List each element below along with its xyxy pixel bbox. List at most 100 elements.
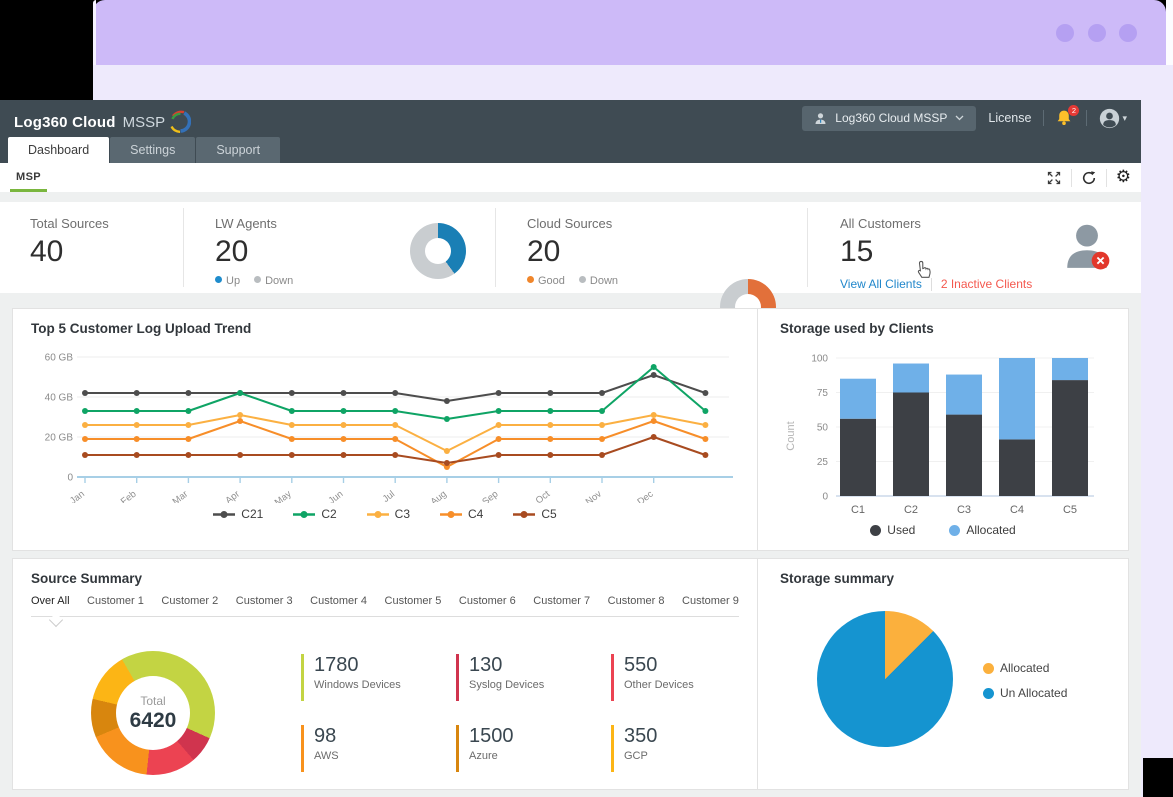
stat-value: 15: [840, 235, 874, 268]
screen-corner: [1143, 758, 1173, 797]
view-all-clients-link[interactable]: View All Clients: [840, 277, 922, 291]
notification-badge: 2: [1068, 105, 1080, 116]
tab-msp[interactable]: MSP: [16, 171, 42, 183]
customer-tab-customer-4[interactable]: Customer 4: [310, 595, 368, 607]
logo-text-bold: Log360 Cloud: [14, 113, 116, 131]
stat-value: 20: [215, 235, 249, 268]
customer-tab-customer-7[interactable]: Customer 7: [533, 595, 591, 607]
customer-tabs: Over All Customer 1 Customer 2 Customer 3 Cu…: [31, 595, 739, 617]
svg-text:Dec: Dec: [635, 489, 655, 503]
legend-used[interactable]: Used: [870, 523, 915, 537]
notifications-button[interactable]: 2: [1056, 105, 1080, 127]
source-stat-syslog-devices: 130 Syslog Devices: [456, 654, 611, 701]
tab-dashboard[interactable]: Dashboard: [8, 137, 110, 163]
header-actions: Log360 Cloud MSSP License 2: [802, 105, 1127, 131]
stat-label: Cloud Sources: [527, 216, 613, 231]
main-tabs: Dashboard Settings Support: [8, 137, 281, 163]
fullscreen-button[interactable]: [1046, 170, 1062, 186]
inactive-clients-link[interactable]: 2 Inactive Clients: [940, 277, 1033, 291]
stat-divider: [807, 208, 808, 287]
legend-c21[interactable]: C21: [213, 507, 263, 521]
svg-text:Feb: Feb: [119, 489, 139, 503]
trend-card-title: Top 5 Customer Log Upload Trend: [31, 321, 252, 336]
customer-tab-customer-6[interactable]: Customer 6: [458, 595, 516, 607]
stat-label: All Customers: [840, 216, 921, 231]
storage-clients-card: Storage used by Clients 0 25 50 75 100 Count C…: [757, 308, 1129, 551]
svg-text:C3: C3: [957, 504, 971, 516]
customer-tab-customer-5[interactable]: Customer 5: [384, 595, 442, 607]
app-window: Log360 Cloud MSSP Log360 Cloud MSSP: [0, 100, 1141, 797]
tab-support[interactable]: Support: [196, 137, 281, 163]
svg-text:C5: C5: [1063, 504, 1077, 516]
stat-value: 20: [527, 235, 561, 268]
svg-text:100: 100: [811, 354, 828, 365]
source-stat-gcp: 350 GCP: [611, 725, 766, 772]
content-bottom-margin: [0, 790, 1141, 797]
window-dot-1[interactable]: [1056, 24, 1074, 42]
trend-line-chart: 0 20 GB 40 GB 60 GB Jan Feb Mar Apr May Jun Jul Aug…: [27, 345, 743, 503]
svg-text:C1: C1: [851, 504, 865, 516]
source-donut-center: Total 6420: [116, 676, 190, 750]
source-stat-other-devices: 550 Other Devices: [611, 654, 766, 701]
svg-text:Apr: Apr: [224, 489, 242, 503]
customer-tab-customer-9[interactable]: Customer 9: [682, 595, 739, 607]
customer-tab-customer-8[interactable]: Customer 8: [607, 595, 665, 607]
svg-text:Jan: Jan: [68, 489, 87, 503]
source-stat-azure: 1500 Azure: [456, 725, 611, 772]
source-stat-windows-devices: 1780 Windows Devices: [301, 654, 456, 701]
customer-tab-customer-2[interactable]: Customer 2: [161, 595, 219, 607]
svg-text:Aug: Aug: [429, 489, 449, 503]
storage-clients-title: Storage used by Clients: [780, 321, 934, 336]
legend-c5[interactable]: C5: [513, 507, 557, 521]
settings-gear-button[interactable]: ⚙: [1115, 167, 1131, 187]
svg-text:Nov: Nov: [584, 489, 604, 503]
customer-tab-over-all[interactable]: Over All: [31, 595, 70, 607]
chevron-down-icon: [955, 115, 964, 121]
svg-text:40 GB: 40 GB: [45, 393, 74, 404]
svg-text:May: May: [273, 489, 294, 503]
storage-summary-title: Storage summary: [780, 571, 895, 586]
legend-down: Down: [254, 275, 293, 287]
window-title-bar: [93, 0, 1166, 65]
stat-label: LW Agents: [215, 216, 277, 231]
legend-c4[interactable]: C4: [440, 507, 483, 521]
toolbar-icons: ⚙: [1046, 163, 1131, 192]
window-dot-2[interactable]: [1088, 24, 1106, 42]
svg-text:60 GB: 60 GB: [45, 353, 74, 364]
svg-text:Jul: Jul: [381, 489, 397, 503]
lw-agents-donut-chart: [410, 223, 466, 279]
toolbar-separator: [1070, 168, 1072, 187]
legend-down: Down: [578, 275, 618, 287]
svg-text:Oct: Oct: [534, 488, 553, 503]
svg-text:50: 50: [817, 423, 829, 434]
account-selector[interactable]: Log360 Cloud MSSP: [802, 105, 977, 131]
svg-text:0: 0: [822, 492, 828, 503]
source-summary-card: Source Summary Over All Customer 1 Custome…: [12, 558, 758, 790]
stat-total-sources: Total Sources 40: [30, 216, 109, 269]
profile-caret-icon: ▾: [1122, 112, 1127, 123]
title-bar-right-edge: [1166, 0, 1173, 65]
profile-menu[interactable]: ▾: [1099, 108, 1127, 129]
window-dot-3[interactable]: [1119, 24, 1137, 42]
license-link[interactable]: License: [988, 111, 1032, 125]
legend-c3[interactable]: C3: [366, 507, 410, 521]
legend-allocated[interactable]: Allocated: [983, 661, 1067, 675]
stats-band: Total Sources 40 LW Agents 20 Up Down Clo…: [0, 202, 1141, 335]
svg-text:25: 25: [817, 457, 829, 468]
stat-lw-agents: LW Agents 20 Up Down: [215, 216, 293, 287]
storage-clients-bar-chart: 0 25 50 75 100 Count C1 C2 C3 C4 C5: [778, 341, 1110, 523]
legend-c2[interactable]: C2: [293, 507, 337, 521]
cursor-pointer: [917, 260, 931, 278]
customers-person-icon: [1067, 224, 1110, 270]
legend-un-allocated[interactable]: Un Allocated: [983, 686, 1067, 700]
legend-allocated[interactable]: Allocated: [949, 523, 1016, 537]
refresh-button[interactable]: [1081, 170, 1097, 186]
tab-settings[interactable]: Settings: [110, 137, 196, 163]
legend-good: Good: [527, 275, 565, 287]
customer-tab-customer-3[interactable]: Customer 3: [235, 595, 293, 607]
toolbar-separator: [1105, 168, 1107, 187]
svg-text:0: 0: [67, 473, 73, 484]
storage-summary-card: Storage summary Allocated Un Allocated: [757, 558, 1129, 790]
customer-tab-customer-1[interactable]: Customer 1: [87, 595, 144, 607]
link-separator: [930, 277, 932, 291]
